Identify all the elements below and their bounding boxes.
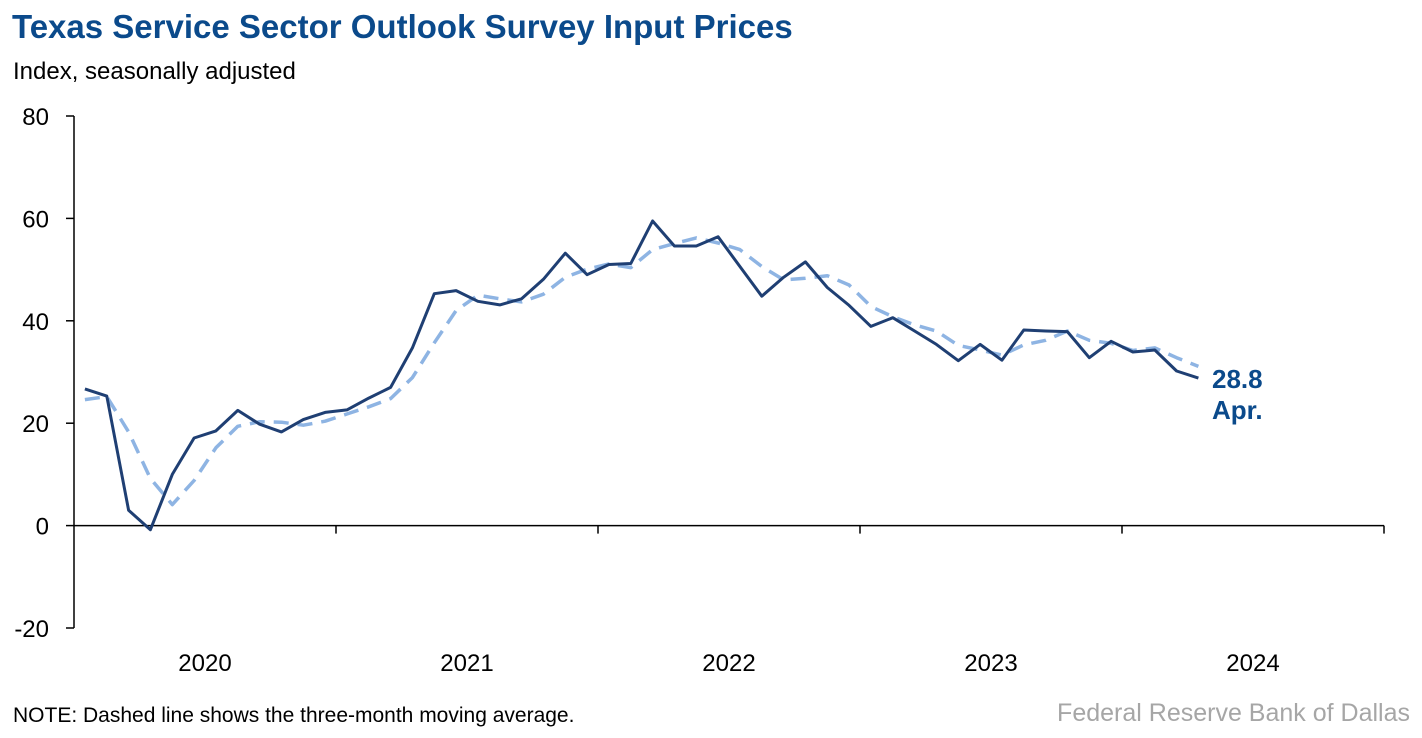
y-tick-label: 80: [22, 104, 49, 131]
y-tick-label: 40: [22, 309, 49, 336]
y-tick-label: 60: [22, 206, 49, 233]
annotation-label: Apr.: [1212, 395, 1263, 425]
x-tick-label: 2023: [964, 650, 1017, 677]
x-tick-label: 2020: [178, 650, 231, 677]
x-tick-label: 2021: [440, 650, 493, 677]
annotation-value: 28.8: [1212, 364, 1263, 394]
y-tick-label: -20: [14, 616, 49, 643]
chart-subtitle: Index, seasonally adjusted: [13, 58, 296, 85]
series-group: [84, 219, 1200, 532]
chart-title: Texas Service Sector Outlook Survey Inpu…: [12, 8, 793, 45]
y-tick-label: 20: [22, 411, 49, 438]
axes: -20 0 20 40 60 80 2020 2021 2022 2023 2024: [14, 104, 1385, 677]
x-tick-label: 2024: [1226, 650, 1279, 677]
source-credit: Federal Reserve Bank of Dallas: [1057, 699, 1410, 727]
footnote: NOTE: Dashed line shows the three-month …: [13, 704, 575, 727]
y-tick-label: 0: [36, 514, 49, 541]
moving-average-line: [84, 236, 1200, 507]
x-tick-label: 2022: [702, 650, 755, 677]
input-prices-line: [84, 219, 1199, 532]
